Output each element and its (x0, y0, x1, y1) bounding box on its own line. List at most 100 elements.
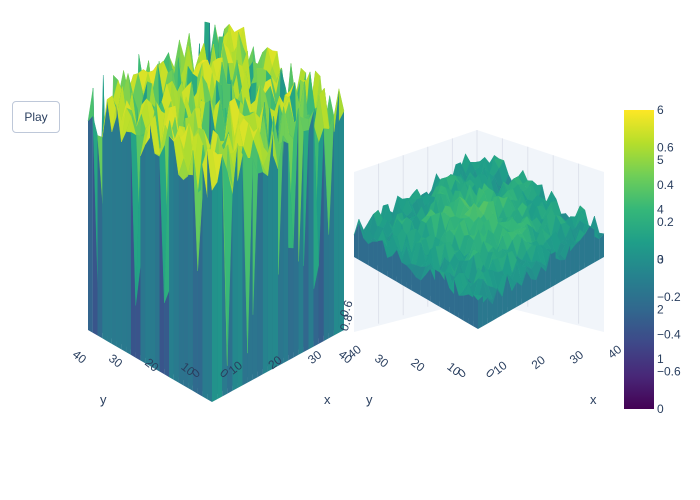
surface-skirt (473, 294, 478, 329)
surface-skirt (497, 288, 503, 318)
surface-skirt (283, 135, 289, 364)
surface-skirt (121, 131, 127, 353)
surface-skirt (579, 234, 585, 271)
colorbar-tick-label: 2 (657, 302, 664, 316)
x-axis-title: x (324, 392, 331, 407)
surface-skirt (550, 251, 556, 288)
surface-skirt (173, 141, 179, 383)
surface-skirt (382, 240, 388, 277)
y-tick-label: 30 (372, 351, 391, 370)
colorbar-tick-label: 5 (657, 153, 664, 167)
surface-skirt (526, 270, 532, 302)
surface-skirt (242, 154, 248, 386)
colorbar-tick-label: 3 (657, 253, 664, 267)
surface-skirt (478, 295, 483, 329)
surface-skirt (323, 128, 329, 342)
surface-skirt (272, 131, 278, 369)
y-tick-label: 20 (408, 355, 427, 374)
colorbar-tick-label: −0.4 (657, 327, 681, 341)
colorbar-tick-label: 0.4 (657, 178, 674, 192)
surface (87, 21, 345, 402)
surface-skirt (111, 103, 117, 347)
surface-skirt (396, 249, 402, 285)
surface-skirt (358, 222, 364, 263)
y-axis-title: y (100, 392, 107, 407)
surface-skirt (416, 277, 421, 296)
surface-skirt (463, 294, 469, 324)
surface-skirt (150, 123, 155, 369)
surface-skirt (257, 171, 263, 378)
x-axis-title: x (590, 392, 597, 407)
surface-skirt (574, 240, 580, 274)
surface-skirt (377, 240, 383, 274)
surface-skirt (521, 270, 527, 305)
surface-skirt (507, 274, 512, 313)
colorbar-tick-label: 4 (657, 203, 664, 217)
surface-skirt (439, 272, 445, 310)
surface-skirt (570, 244, 575, 277)
surface-skirt (232, 143, 238, 391)
surface-skirt (444, 272, 450, 313)
surface-skirt (130, 132, 136, 358)
surface-skirt (363, 238, 369, 266)
surface-skirt (126, 131, 131, 355)
z-tick-label: 0.6 (337, 298, 356, 319)
x-tick-label: 40 (605, 342, 624, 361)
surface-skirt (145, 123, 150, 367)
surface-skirt (487, 297, 493, 324)
surface-skirt (454, 278, 459, 318)
x-tick-label: 30 (567, 347, 586, 366)
colorbar-tick-label: 6 (657, 103, 664, 117)
surface-skirt (102, 99, 108, 342)
surface-skirt (373, 240, 378, 271)
surface-skirt (88, 115, 93, 333)
surface-skirt (392, 249, 397, 282)
y-tick-label: 30 (106, 351, 125, 370)
surface-skirt (169, 135, 174, 380)
surface-skirt (293, 108, 299, 358)
surface-skirt (116, 103, 122, 350)
surface-skirt (202, 149, 208, 400)
x-tick-label: 20 (529, 353, 548, 372)
surface-skirt (468, 294, 474, 327)
surface-skirt (541, 266, 546, 293)
surface-skirt (425, 268, 431, 302)
colorbar: 6 5 4 3 2 1 0 0.6 0.4 0.2 0 −0.2 −0.4 −0.6 (624, 103, 681, 416)
surface-skirt (560, 259, 566, 282)
surface-skirt (140, 144, 146, 364)
colorbar-tick-label: 0.6 (657, 140, 674, 154)
surface-skirt (354, 222, 359, 260)
surface-skirt (217, 154, 223, 400)
surface-skirt (435, 269, 440, 307)
surface-skirt (387, 255, 393, 280)
surface-skirt (188, 150, 193, 391)
surface-skirt (338, 88, 344, 333)
surface-skirt (401, 262, 407, 288)
surface-skirt (531, 279, 537, 299)
surface-skirt (178, 174, 184, 386)
surface-skirt (107, 99, 112, 344)
surface-skirt (262, 171, 268, 375)
colorbar-tick-label: 0.2 (657, 215, 674, 229)
surface-skirt (589, 225, 595, 266)
surface-cell (472, 294, 484, 301)
surface-skirt (406, 265, 412, 291)
surface-skirt (536, 266, 541, 296)
surface-skirt (192, 150, 198, 394)
play-button[interactable]: Play (12, 101, 60, 133)
surface-skirt (97, 135, 103, 339)
surface-skirt (212, 182, 218, 402)
surface-skirt (516, 281, 522, 307)
colorbar-tick-label: −0.6 (657, 365, 681, 379)
surface-skirt (308, 110, 314, 350)
y-axis-title: y (366, 392, 373, 407)
surface-skirt (318, 128, 324, 344)
surface-skirt (492, 288, 498, 321)
surface-skirt (502, 274, 508, 316)
colorbar-tick-label: −0.2 (657, 290, 681, 304)
surface-skirt (267, 131, 273, 372)
surface (353, 153, 605, 329)
